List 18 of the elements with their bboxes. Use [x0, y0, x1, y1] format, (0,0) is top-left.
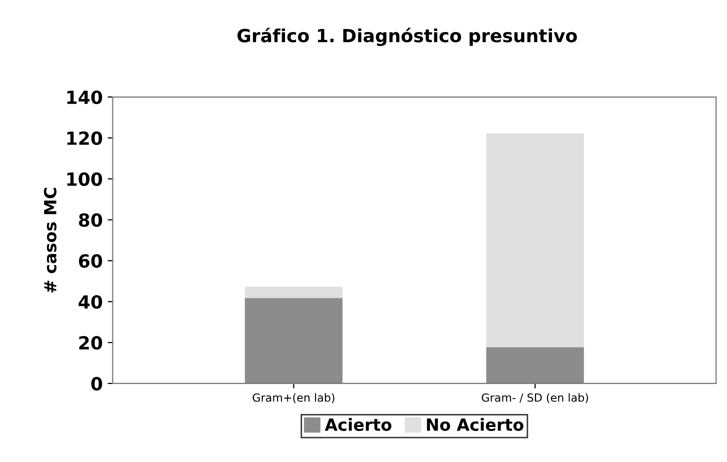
x-tick-label: Gram- / SD (en lab) [482, 393, 588, 404]
bar [244, 286, 343, 298]
y-tick-label: 80 [78, 213, 102, 227]
legend-label: No Acierto [426, 418, 524, 431]
y-tick-label: 140 [67, 90, 102, 104]
bar [486, 346, 584, 384]
bar [486, 133, 584, 348]
y-tick-label: 40 [78, 295, 102, 309]
chart-title: Gráfico 1. Diagnóstico presuntivo [237, 28, 577, 46]
y-tick-label: 20 [79, 336, 102, 350]
y-axis-title: # casos MC [44, 188, 56, 293]
y-tick-label: 120 [67, 131, 102, 146]
bar [244, 296, 343, 384]
y-tick-label: 60 [78, 254, 102, 268]
y-tick-label: 0 [91, 376, 102, 391]
x-tick-label: Gram+(en lab) [252, 393, 334, 404]
y-tick-label: 100 [67, 172, 102, 186]
legend-label: Acierto [324, 418, 392, 431]
